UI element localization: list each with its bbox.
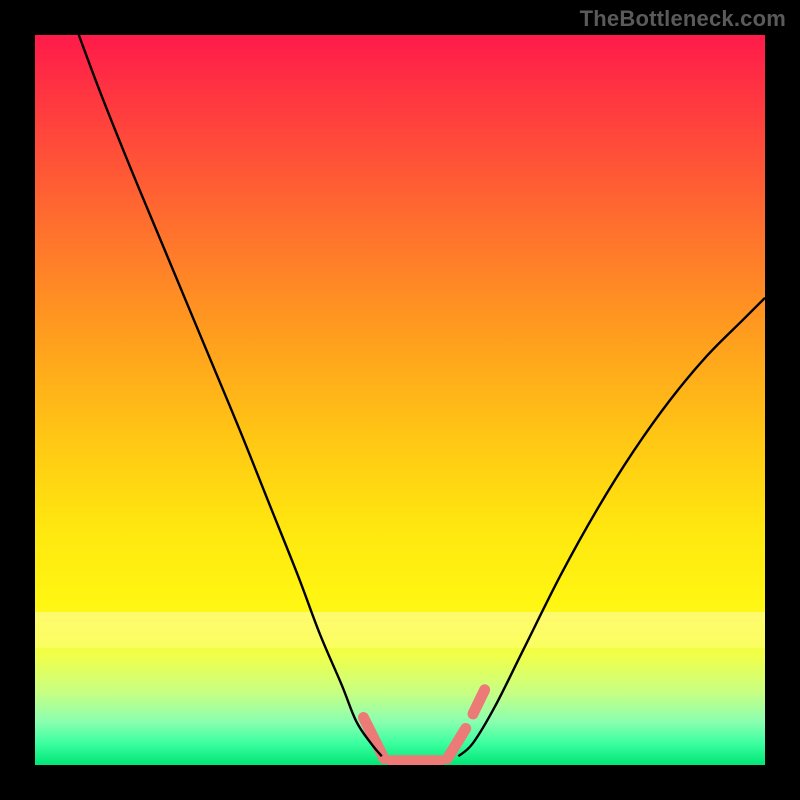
watermark-text: TheBottleneck.com xyxy=(580,6,786,32)
curve-right xyxy=(458,298,765,756)
right-blip xyxy=(473,690,485,714)
curve-left xyxy=(79,35,382,756)
chart-container: TheBottleneck.com xyxy=(0,0,800,800)
chart-svg xyxy=(0,0,800,800)
